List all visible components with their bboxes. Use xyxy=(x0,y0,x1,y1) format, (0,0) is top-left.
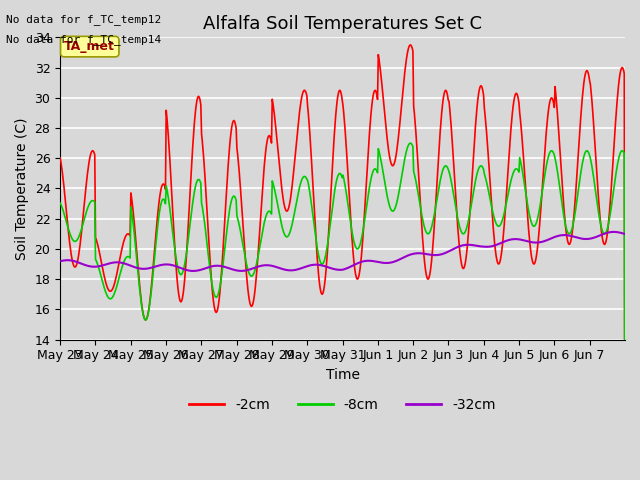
Y-axis label: Soil Temperature (C): Soil Temperature (C) xyxy=(15,117,29,260)
Text: No data for f_TC_temp14: No data for f_TC_temp14 xyxy=(6,34,162,45)
Text: No data for f_TC_temp12: No data for f_TC_temp12 xyxy=(6,14,162,25)
X-axis label: Time: Time xyxy=(326,368,360,382)
Title: Alfalfa Soil Temperatures Set C: Alfalfa Soil Temperatures Set C xyxy=(203,15,482,33)
Text: TA_met: TA_met xyxy=(64,40,115,53)
Legend: -2cm, -8cm, -32cm: -2cm, -8cm, -32cm xyxy=(184,392,501,418)
